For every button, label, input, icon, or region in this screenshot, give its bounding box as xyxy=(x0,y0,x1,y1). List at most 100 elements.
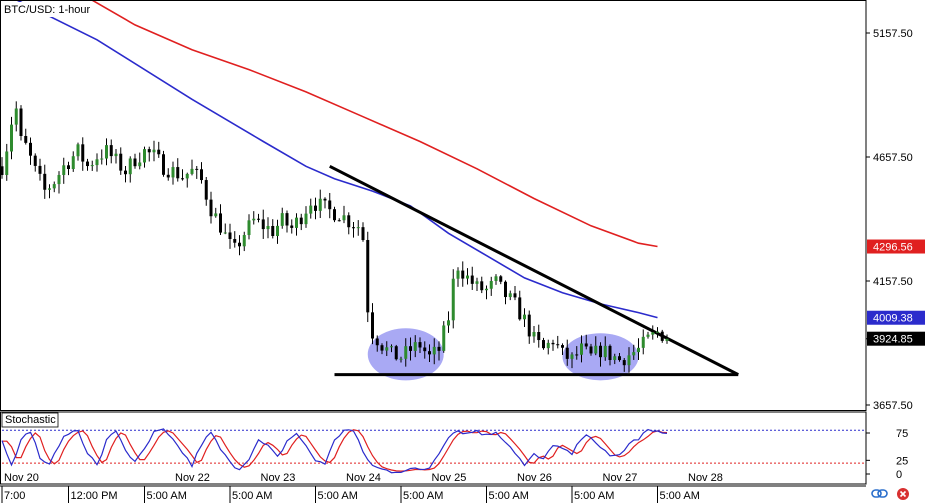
candle xyxy=(404,338,408,367)
candle xyxy=(171,161,175,185)
candle-body xyxy=(228,232,232,240)
x-time-label: 5:00 AM xyxy=(232,490,272,502)
candle-body xyxy=(328,200,332,210)
candle-body xyxy=(366,240,370,313)
x-date-label: Nov 27 xyxy=(603,472,638,484)
candle-body xyxy=(556,344,560,346)
candle xyxy=(580,335,583,363)
candle-body xyxy=(318,198,322,211)
candle-body xyxy=(451,278,455,321)
candle xyxy=(76,142,80,161)
x-time-label: 5:00 AM xyxy=(660,490,700,502)
price-label: 4296.56 xyxy=(867,239,925,254)
candle xyxy=(413,335,417,358)
candle xyxy=(100,149,104,165)
candle-body xyxy=(195,168,199,170)
candle-body xyxy=(480,281,484,291)
candle-body xyxy=(214,213,218,217)
candle-body xyxy=(613,356,617,361)
x-time-label: 5:00 AM xyxy=(147,490,187,502)
candle xyxy=(504,280,507,305)
candle-body xyxy=(114,153,118,157)
candle xyxy=(24,128,28,145)
candle-body xyxy=(10,124,13,152)
candle xyxy=(128,156,132,183)
candle xyxy=(641,329,645,355)
candle-body xyxy=(475,281,479,284)
candle-body xyxy=(404,346,408,359)
candle xyxy=(242,231,246,252)
candle-body xyxy=(375,338,379,346)
candle xyxy=(147,146,151,162)
candle-body xyxy=(546,342,550,349)
y-tick-label: 4657.50 xyxy=(873,152,913,164)
x-date-label: Nov 25 xyxy=(432,472,467,484)
stoch-y-tick-label: 75 xyxy=(896,428,908,440)
close-icon[interactable] xyxy=(897,488,909,500)
link-icon[interactable] xyxy=(871,489,888,498)
price-label-text: 3924.85 xyxy=(873,334,913,346)
candle xyxy=(390,344,393,353)
candle xyxy=(523,308,526,328)
candle-body xyxy=(627,355,631,366)
candle-body xyxy=(618,356,621,361)
candle xyxy=(470,266,474,290)
candle xyxy=(38,158,42,181)
candle-body xyxy=(470,275,474,284)
candle-body xyxy=(48,188,51,190)
candle-body xyxy=(200,169,203,181)
price-label: 3924.85 xyxy=(866,331,925,346)
candle-body xyxy=(209,199,213,217)
candle-body xyxy=(428,351,431,355)
candle-body xyxy=(466,275,469,279)
x-time-label: 5:00 AM xyxy=(574,490,614,502)
candle xyxy=(627,347,631,373)
candle xyxy=(442,321,446,353)
candle-body xyxy=(152,149,156,153)
candle xyxy=(261,209,265,239)
x-date-label: Nov 22 xyxy=(175,472,210,484)
candle-body xyxy=(162,154,165,175)
candle-body xyxy=(527,314,531,337)
candle-body xyxy=(437,346,441,351)
candle xyxy=(375,335,379,352)
candle-body xyxy=(266,226,270,230)
candle xyxy=(162,150,165,177)
stochastic-k-line xyxy=(1,428,668,474)
candle-body xyxy=(233,239,237,243)
candle xyxy=(14,101,18,132)
candle xyxy=(513,285,517,301)
candle xyxy=(651,325,655,340)
candle xyxy=(461,261,465,287)
candle-body xyxy=(409,346,412,351)
candle xyxy=(394,344,398,361)
candle-body xyxy=(385,347,389,351)
candle-body xyxy=(456,270,460,279)
chart-title: BTC/USD: 1-hour xyxy=(4,4,91,16)
candle xyxy=(33,153,37,172)
candle-body xyxy=(67,165,70,170)
candle xyxy=(48,184,51,199)
candle-body xyxy=(599,345,602,358)
candle-body xyxy=(128,158,132,175)
candle xyxy=(337,218,341,222)
candle xyxy=(209,191,213,224)
candle-body xyxy=(0,166,4,175)
candle xyxy=(437,341,441,361)
candle xyxy=(632,344,636,360)
candle xyxy=(233,231,237,248)
stoch-y-tick-label: 25 xyxy=(896,455,908,467)
candle-body xyxy=(485,288,488,291)
candle xyxy=(71,151,75,172)
candle-body xyxy=(43,173,47,190)
candle-body xyxy=(190,168,194,174)
candle xyxy=(537,324,541,348)
candle xyxy=(309,198,313,219)
candle-body xyxy=(489,280,493,289)
candle-body xyxy=(309,205,313,214)
candle-body xyxy=(119,153,123,171)
candle-body xyxy=(665,338,669,341)
candle-body xyxy=(29,142,32,156)
candle-body xyxy=(33,155,37,166)
candle-body xyxy=(352,227,355,229)
